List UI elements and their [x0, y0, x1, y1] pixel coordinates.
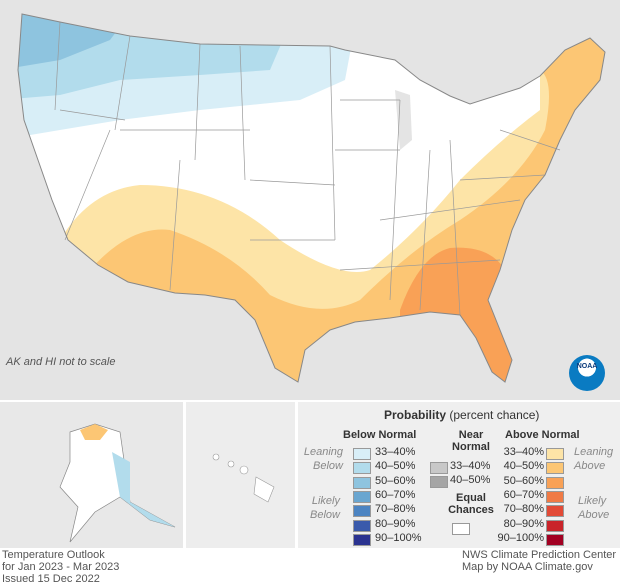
- below-label: 40–50%: [375, 460, 416, 473]
- below-swatch: [353, 505, 371, 518]
- near-swatch: [430, 462, 448, 474]
- below-swatch: [353, 490, 371, 503]
- below-swatch: [353, 462, 371, 475]
- outlook-info: Temperature Outlook for Jan 2023 - Mar 20…: [2, 549, 120, 585]
- above-swatch: [546, 462, 564, 475]
- hawaii-islands: [212, 453, 275, 503]
- lake-michigan: [395, 90, 412, 150]
- above-swatch: [546, 476, 564, 489]
- near-label: 40–50%: [450, 474, 491, 487]
- legend: Probability (percent chance) Below Norma…: [298, 402, 620, 548]
- above-swatch: [546, 505, 564, 518]
- above-swatch: [546, 533, 564, 546]
- alaska-below-region: [112, 452, 175, 527]
- above-label: 50–60%: [503, 474, 544, 487]
- below-label: 50–60%: [375, 474, 416, 487]
- above-swatch: [546, 519, 564, 532]
- above-label: 40–50%: [503, 460, 544, 473]
- leaning-above-label: Leaning Above: [574, 446, 614, 472]
- near-label: 33–40%: [450, 460, 491, 472]
- above-normal-header: Above Normal: [505, 429, 580, 441]
- above-swatch: [546, 490, 564, 503]
- likely-below-label: Likely Below: [310, 495, 340, 521]
- below-label: 70–80%: [375, 503, 416, 516]
- contiguous-us-map: NOAA AK and HI not to scale: [0, 0, 620, 400]
- below-normal-header: Below Normal: [343, 429, 417, 441]
- above-label: 80–90%: [503, 517, 544, 530]
- state-borders: [54, 21, 561, 316]
- alaska-inset: [0, 402, 183, 548]
- alaska-shape: [59, 423, 176, 543]
- above-label: 60–70%: [503, 488, 544, 501]
- below-swatch: [353, 519, 371, 532]
- below-label: 90–100%: [375, 531, 422, 544]
- below-label: 80–90%: [375, 517, 416, 530]
- likely-above-label: Likely Above: [578, 495, 610, 521]
- below-label: 33–40%: [375, 446, 416, 458]
- above-label: 33–40%: [503, 446, 544, 458]
- noaa-logo: NOAA: [569, 355, 605, 391]
- near-swatch: [430, 476, 448, 489]
- below-swatch: [353, 448, 371, 460]
- below-label: 60–70%: [375, 488, 416, 501]
- leaning-below-label: Leaning Below: [303, 446, 343, 472]
- scale-note: AK and HI not to scale: [6, 356, 116, 368]
- us-outlook-svg: [17, 13, 606, 383]
- hawaii-inset: [186, 402, 295, 548]
- equal-chances-swatch: [452, 523, 470, 535]
- below-swatch: [353, 476, 371, 489]
- above-label: 70–80%: [503, 503, 544, 516]
- alaska-above-region: [80, 424, 108, 440]
- below-swatch: [353, 533, 371, 546]
- credits: NWS Climate Prediction Center Map by NOAA…: [462, 549, 617, 573]
- equal-chances-label: Equal Chances: [448, 492, 494, 516]
- near-normal-header: Near Normal: [452, 429, 490, 453]
- above-swatch: [546, 448, 564, 460]
- legend-title: Probability (percent chance): [384, 408, 540, 422]
- above-label: 90–100%: [497, 531, 545, 544]
